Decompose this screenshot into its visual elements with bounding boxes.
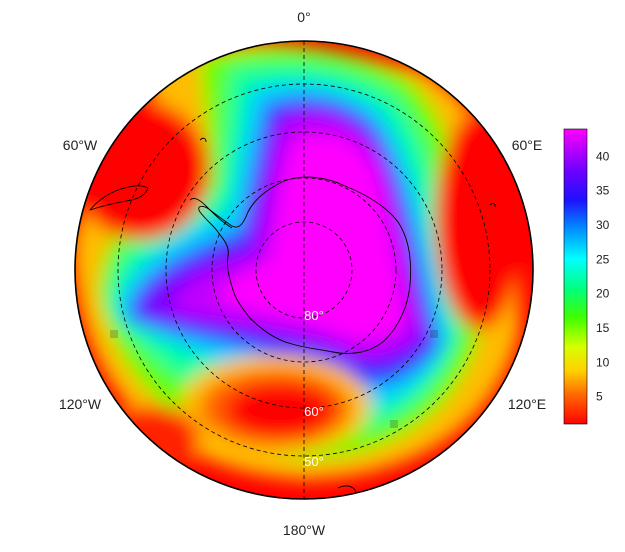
colorbar-tick-label: 5 [596, 390, 603, 404]
data-field [75, 41, 533, 499]
coastlines [89, 137, 496, 493]
lat-label-50: 50° [304, 454, 324, 469]
colorbar-tick-label: 10 [596, 355, 610, 369]
lat-circle-80 [255, 221, 353, 319]
lat-label-80: 80° [304, 308, 324, 323]
lon-label-0: 0° [297, 9, 310, 25]
colorbar-tick-label: 15 [596, 321, 610, 335]
map-outline [74, 40, 534, 500]
colorbar-tick-label: 30 [596, 218, 610, 232]
lat-circle-60 [165, 131, 443, 409]
colorbar-ticks: 5 10 15 20 25 30 35 40 [596, 149, 610, 403]
lon-label-60w: 60°W [63, 137, 98, 153]
lon-label-120e: 120°E [508, 396, 546, 412]
colorbar-tick-label: 25 [596, 252, 610, 266]
lon-label-180w: 180°W [283, 522, 326, 538]
colorbar-tick-label: 35 [596, 184, 610, 198]
graticule [117, 41, 491, 499]
lat-circle-70 [211, 177, 397, 363]
lon-label-120w: 120°W [59, 396, 102, 412]
subantarctic-island-1 [199, 137, 207, 143]
colorbar-gradient [563, 128, 588, 425]
colorbar-tick-label: 40 [596, 149, 610, 163]
lat-label-60: 60° [304, 404, 324, 419]
south-america-tip [89, 185, 149, 211]
colorbar: 5 10 15 20 25 30 35 40 [563, 128, 610, 425]
new-zealand-island [337, 485, 357, 493]
colorbar-tick-label: 20 [596, 287, 610, 301]
antarctic-peninsula [189, 197, 233, 229]
lon-label-60e: 60°E [512, 137, 543, 153]
antarctica-coast [198, 176, 412, 354]
subantarctic-island-2 [489, 203, 496, 208]
